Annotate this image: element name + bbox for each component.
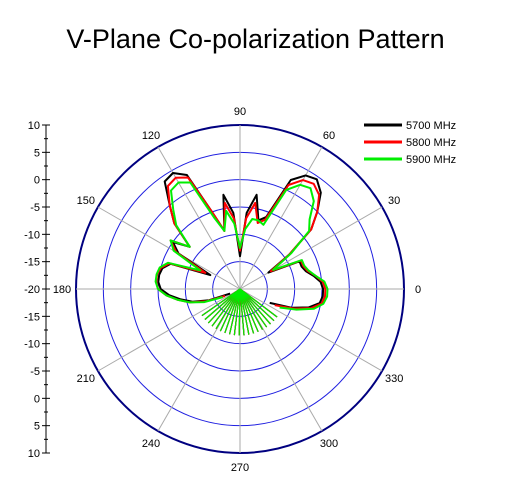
series-back-lobe [239,288,264,330]
grid-spoke [239,206,383,290]
series-layer [154,172,329,336]
series-back-lobe [239,288,245,336]
series-back-lobe [215,288,241,330]
legend-label: 5700 MHz [406,120,456,132]
series-back-lobe [207,288,241,324]
radial-tick-label: -5 [30,366,40,378]
series-back-lobe [239,288,275,322]
radial-tick-label: 0 [34,393,40,405]
legend: 5700 MHz 5800 MHz 5900 MHz [364,120,456,166]
radial-tick-label: 0 [34,175,40,187]
radial-tick-label: -15 [24,257,40,269]
series-back-lobe [233,288,241,336]
legend-label: 5900 MHz [406,154,456,166]
angle-tick-label: 240 [142,438,160,450]
angle-tick-label: 120 [142,130,160,142]
grid-spoke [97,206,241,290]
angle-labels: 0 30 60 90 120 150 180 210 240 270 300 330 [53,106,421,474]
grid-spoke [157,146,241,290]
series-back-lobe [239,288,268,328]
series-back-lobe [239,288,278,318]
series-back-lobe [224,288,241,334]
series-back-lobe [239,288,250,335]
radial-tick-label: -20 [24,284,40,296]
angle-tick-label: 330 [385,373,403,385]
series-back-lobe [228,288,241,335]
angle-tick-label: 270 [231,462,249,474]
radial-tick-label: -5 [30,202,40,214]
angle-tick-label: 60 [323,130,335,142]
series-back-lobe [211,288,241,327]
radial-tick-label: -10 [24,229,40,241]
series-back-lobe [239,288,271,325]
grid-spoke [97,288,241,372]
radial-tick-label: 5 [34,421,40,433]
series-back-lobe [204,288,241,320]
radial-tick-label: -15 [24,311,40,323]
grid-spoke [239,288,383,372]
angle-tick-label: 90 [234,106,246,118]
series-line [157,172,325,309]
chart-title: V-Plane Co-polarization Pattern [66,24,445,54]
angle-tick-label: 150 [77,195,95,207]
series-back-lobe [219,288,241,332]
angle-tick-label: 300 [320,438,338,450]
radial-tick-label: -10 [24,339,40,351]
legend-label: 5800 MHz [406,137,456,149]
series-back-lobe [201,288,241,317]
series-back-lobe [239,288,259,333]
grid-spoke [239,146,323,290]
angle-tick-label: 30 [388,195,400,207]
series-back-lobe [239,288,255,334]
radial-tick-label: 5 [34,147,40,159]
angle-tick-label: 210 [77,373,95,385]
series-back-lobe [238,288,241,336]
radial-tick-label: 10 [28,120,40,132]
radial-axis: 10 5 0 -5 -10 -15 -20 -15 -10 -5 0 5 10 [24,120,50,460]
series-line [154,181,329,311]
radial-tick-label: 10 [28,448,40,460]
angle-tick-label: 0 [415,284,421,296]
angle-tick-label: 180 [53,284,71,296]
